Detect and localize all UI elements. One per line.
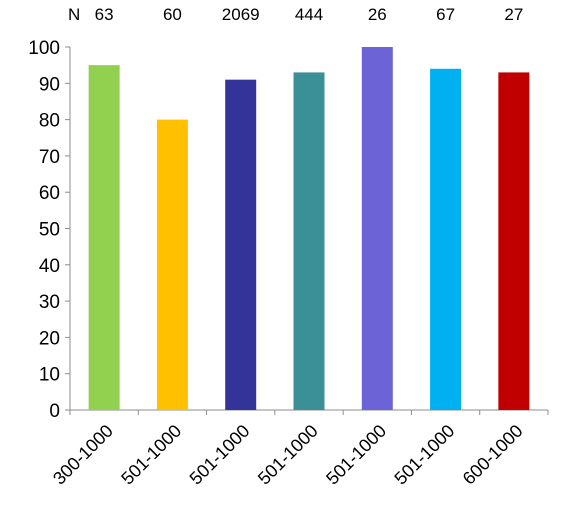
n-label-1: 63 [95, 5, 114, 24]
y-axis-ticks: 0 10 20 30 40 50 60 70 80 90 100 [28, 38, 70, 422]
bar-7 [498, 72, 530, 410]
y-tick-label: 30 [39, 292, 60, 313]
n-prefix-label: N [68, 5, 80, 24]
bar-1 [88, 65, 120, 411]
bar-5 [361, 47, 393, 410]
bar-4 [293, 72, 325, 410]
x-tick-label-6: 501-1000 [390, 421, 458, 489]
bars [88, 47, 530, 411]
x-tick-label-5: 501-1000 [322, 421, 390, 489]
y-tick-label: 40 [39, 256, 60, 277]
n-label-3: 2069 [222, 5, 260, 24]
y-tick-label: 90 [39, 74, 60, 95]
y-tick-label: 80 [39, 111, 60, 132]
bar-2 [156, 119, 188, 410]
bar-3 [225, 79, 257, 411]
x-tick-label-3: 501-1000 [186, 421, 254, 489]
x-tick-label-1: 300-1000 [49, 421, 117, 489]
n-label-4: 444 [295, 5, 323, 24]
x-tick-label-2: 501-1000 [117, 421, 185, 489]
bar-6 [430, 68, 462, 410]
x-axis-ticks: 300-1000 501-1000 501-1000 501-1000 501-1000… [49, 421, 527, 489]
n-label-2: 60 [163, 5, 182, 24]
y-tick-label: 0 [49, 401, 60, 422]
n-label-7: 27 [504, 5, 523, 24]
y-tick-label: 50 [39, 220, 60, 241]
x-tick-label-7: 600-1000 [459, 421, 527, 489]
n-label-5: 26 [368, 5, 387, 24]
y-tick-label: 70 [39, 147, 60, 168]
y-tick-label: 20 [39, 328, 60, 349]
n-labels: N 63 60 2069 444 26 67 27 [68, 5, 523, 24]
y-tick-label: 100 [28, 38, 60, 59]
x-tick-label-4: 501-1000 [254, 421, 322, 489]
y-tick-label: 60 [39, 183, 60, 204]
n-label-6: 67 [436, 5, 455, 24]
y-tick-label: 10 [39, 365, 60, 386]
